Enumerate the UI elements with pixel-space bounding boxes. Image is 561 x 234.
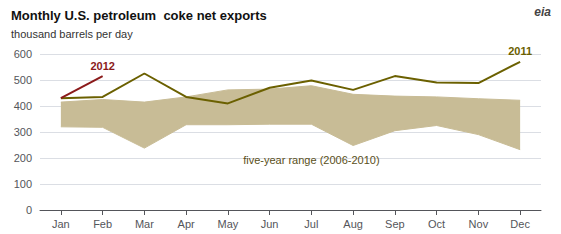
svg-text:Mar: Mar bbox=[135, 218, 154, 230]
svg-text:Feb: Feb bbox=[93, 218, 112, 230]
svg-text:Nov: Nov bbox=[469, 218, 489, 230]
svg-text:Apr: Apr bbox=[178, 218, 195, 230]
svg-text:five-year range (2006-2010): five-year range (2006-2010) bbox=[243, 154, 379, 166]
svg-text:600: 600 bbox=[14, 48, 32, 60]
svg-text:2011: 2011 bbox=[508, 45, 532, 57]
svg-text:Oct: Oct bbox=[428, 218, 445, 230]
svg-text:2012: 2012 bbox=[90, 60, 114, 72]
svg-text:300: 300 bbox=[14, 126, 32, 138]
svg-text:500: 500 bbox=[14, 74, 32, 86]
svg-text:Jan: Jan bbox=[52, 218, 70, 230]
svg-text:Jul: Jul bbox=[304, 218, 318, 230]
svg-text:200: 200 bbox=[14, 152, 32, 164]
svg-text:eia: eia bbox=[534, 5, 551, 19]
svg-text:100: 100 bbox=[14, 178, 32, 190]
svg-text:Monthly U.S. petroleum coke n: Monthly U.S. petroleum coke net exports bbox=[11, 8, 267, 23]
svg-text:thousand barrels per day: thousand barrels per day bbox=[11, 28, 133, 40]
svg-text:400: 400 bbox=[14, 100, 32, 112]
svg-text:0: 0 bbox=[26, 204, 32, 216]
svg-text:Aug: Aug bbox=[343, 218, 363, 230]
svg-text:May: May bbox=[217, 218, 238, 230]
svg-text:Dec: Dec bbox=[510, 218, 530, 230]
svg-text:Jun: Jun bbox=[261, 218, 279, 230]
svg-text:Sep: Sep bbox=[385, 218, 405, 230]
